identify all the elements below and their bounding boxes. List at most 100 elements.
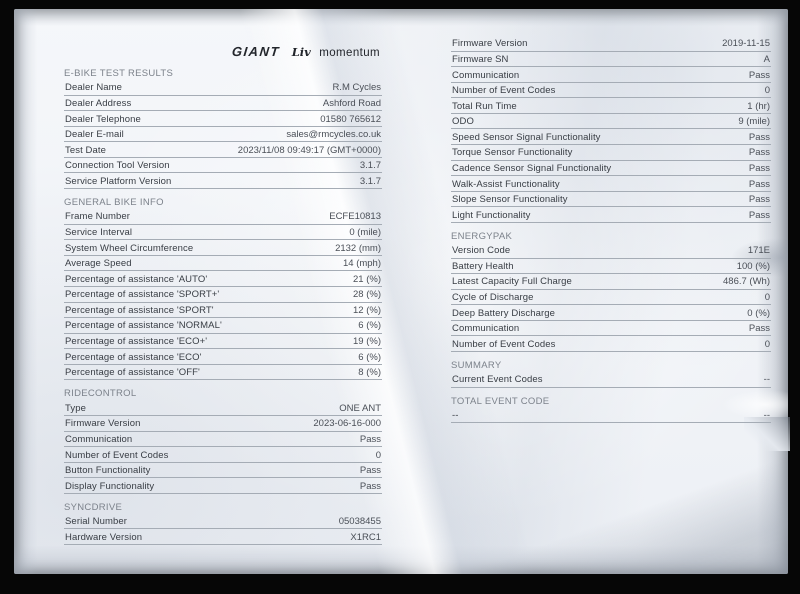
report-section: SYNCDRIVE Serial Number 05038455 Hardware V… <box>64 502 382 546</box>
field-row: Number of Event Codes 0 <box>64 447 382 463</box>
section-heading: TOTAL EVENT CODE <box>451 395 550 407</box>
field-value: 6 (%) <box>358 351 381 363</box>
field-value: 0 <box>764 338 770 350</box>
field-row: Test Date 2023/11/08 09:49:17 (GMT+0000) <box>64 142 382 158</box>
field-value: 2019-11-15 <box>722 38 770 50</box>
field-row: Connection Tool Version 3.1.7 <box>64 158 382 174</box>
field-label: Display Functionality <box>65 480 155 492</box>
field-label: Percentage of assistance 'NORMAL' <box>65 320 222 332</box>
field-value: 9 (mile) <box>738 116 770 128</box>
field-label: Service Platform Version <box>65 175 172 187</box>
field-label: Speed Sensor Signal Functionality <box>452 131 601 143</box>
field-value: ECFE10813 <box>329 211 381 223</box>
field-value: 12 (%) <box>353 304 381 316</box>
momentum-logo: momentum <box>319 47 380 59</box>
field-value: X1RC1 <box>350 531 381 543</box>
field-row: Dealer Telephone 01580 765612 <box>64 111 382 127</box>
field-row: Light Functionality Pass <box>451 207 771 223</box>
field-row: Service Platform Version 3.1.7 <box>64 173 382 190</box>
field-row: Button Functionality Pass <box>64 463 382 479</box>
field-value: 100 (%) <box>736 260 770 272</box>
field-label: System Wheel Circumference <box>65 242 194 254</box>
field-label: Percentage of assistance 'AUTO' <box>65 273 208 285</box>
field-value: 19 (%) <box>353 336 381 348</box>
field-row: Walk-Assist Functionality Pass <box>451 176 771 192</box>
field-value: Pass <box>748 323 770 335</box>
field-label: Number of Event Codes <box>452 85 556 97</box>
field-row: ODO 9 (mile) <box>451 114 771 130</box>
field-value: Pass <box>748 147 770 159</box>
field-value: A <box>763 53 770 65</box>
field-value: 486.7 (Wh) <box>723 276 770 288</box>
field-row: Deep Battery Discharge 0 (%) <box>451 305 771 321</box>
field-label: Serial Number <box>65 516 128 528</box>
field-value: 14 (mph) <box>342 258 381 270</box>
field-value: 0 (%) <box>747 307 770 319</box>
field-row: Hardware Version X1RC1 <box>64 529 382 546</box>
field-label: Dealer Name <box>65 82 123 94</box>
field-value: 28 (%) <box>353 289 381 301</box>
field-row: Current Event Codes -- <box>451 372 771 388</box>
field-value: ONE ANT <box>339 402 381 414</box>
field-value: Pass <box>748 131 770 143</box>
field-label: Deep Battery Discharge <box>452 307 556 319</box>
field-label: Version Code <box>452 245 511 257</box>
field-value: 05038455 <box>338 516 381 528</box>
field-row: System Wheel Circumference 2132 (mm) <box>64 240 382 256</box>
field-label: Frame Number <box>65 211 131 223</box>
field-value: 0 (mile) <box>349 227 381 239</box>
field-row: Frame Number ECFE10813 <box>64 209 382 225</box>
field-label: Firmware Version <box>65 418 141 430</box>
report-section: GENERAL BIKE INFO Frame Number ECFE10813 Se… <box>64 197 382 381</box>
field-row: Serial Number 05038455 <box>64 514 382 530</box>
section-heading: SUMMARY <box>451 359 502 371</box>
field-value: Pass <box>748 209 770 221</box>
liv-logo: Liv <box>291 45 311 59</box>
field-row: Number of Event Codes 0 <box>451 83 771 99</box>
field-row: Latest Capacity Full Charge 486.7 (Wh) <box>451 274 771 290</box>
field-row: Dealer E-mail sales@rmcycles.co.uk <box>64 127 382 143</box>
field-label: Percentage of assistance 'ECO' <box>65 351 202 363</box>
brand-logo: GIANT Liv momentum <box>64 43 382 60</box>
field-row: Type ONE ANT <box>64 400 382 416</box>
field-value: 1 (hr) <box>747 100 770 112</box>
field-label: Type <box>65 402 86 414</box>
field-label: -- <box>452 409 459 421</box>
right-column: Firmware Version 2019-11-15 Firmware SN A Co… <box>451 36 771 424</box>
report-section: RIDECONTROL Type ONE ANT Firmware Version 20… <box>64 388 382 494</box>
field-label: Button Functionality <box>65 465 151 477</box>
field-value: 2023/11/08 09:49:17 (GMT+0000) <box>237 144 381 156</box>
field-row: Display Functionality Pass <box>64 478 382 494</box>
report-section: E-BIKE TEST RESULTS Dealer Name R.M Cycles… <box>64 69 382 190</box>
field-label: Dealer Address <box>65 97 132 109</box>
field-label: Connection Tool Version <box>65 160 170 172</box>
field-label: Latest Capacity Full Charge <box>452 276 572 288</box>
field-value: R.M Cycles <box>332 82 381 94</box>
field-value: Pass <box>748 178 770 190</box>
field-value: 3.1.7 <box>359 175 381 187</box>
field-row: Speed Sensor Signal Functionality Pass <box>451 129 771 146</box>
field-label: Cadence Sensor Signal Functionality <box>452 163 612 175</box>
field-label: Cycle of Discharge <box>452 292 534 304</box>
field-value: Pass <box>359 480 381 492</box>
field-label: Hardware Version <box>65 531 143 543</box>
field-value: Pass <box>359 433 381 445</box>
field-label: Test Date <box>65 144 107 156</box>
field-value: sales@rmcycles.co.uk <box>286 129 381 141</box>
field-row: Percentage of assistance 'ECO+' 19 (%) <box>64 334 382 350</box>
section-heading: RIDECONTROL <box>64 388 137 400</box>
field-row: Percentage of assistance 'SPORT+' 28 (%) <box>64 287 382 303</box>
field-row: Dealer Name R.M Cycles <box>64 80 382 96</box>
field-value: 01580 765612 <box>320 113 381 125</box>
field-value: Pass <box>748 69 770 81</box>
field-label: Walk-Assist Functionality <box>452 178 560 190</box>
field-label: Current Event Codes <box>452 374 543 386</box>
field-value: 171E <box>747 245 770 257</box>
field-label: Percentage of assistance 'SPORT+' <box>65 289 220 301</box>
field-label: Communication <box>452 323 520 335</box>
field-row: -- -- <box>451 408 771 424</box>
field-label: Light Functionality <box>452 209 531 221</box>
section-heading: GENERAL BIKE INFO <box>64 197 164 209</box>
field-label: Dealer E-mail <box>65 129 124 141</box>
